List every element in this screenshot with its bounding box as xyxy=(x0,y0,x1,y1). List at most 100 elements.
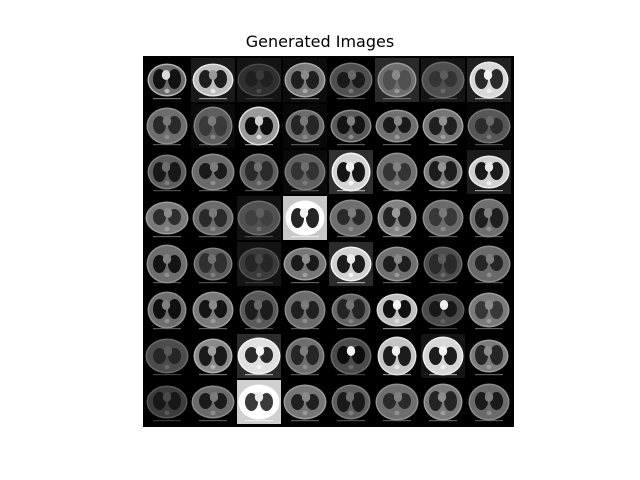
generated-image-tile xyxy=(145,196,189,240)
generated-image-tile xyxy=(467,150,511,194)
ct-scan-image xyxy=(237,104,281,148)
generated-image-tile xyxy=(283,196,327,240)
ct-scan-image xyxy=(375,380,419,424)
ct-scan-image xyxy=(191,380,235,424)
ct-scan-image xyxy=(375,196,419,240)
ct-scan-image xyxy=(283,380,327,424)
generated-image-tile xyxy=(145,58,189,102)
generated-image-tile xyxy=(421,58,465,102)
generated-image-tile xyxy=(145,380,189,424)
generated-image-tile xyxy=(145,334,189,378)
generated-image-tile xyxy=(421,288,465,332)
ct-scan-image xyxy=(329,150,373,194)
ct-scan-image xyxy=(375,58,419,102)
ct-scan-image xyxy=(467,150,511,194)
generated-image-tile xyxy=(191,150,235,194)
generated-image-tile xyxy=(283,288,327,332)
ct-scan-image xyxy=(237,58,281,102)
ct-scan-image xyxy=(191,104,235,148)
figure-title: Generated Images xyxy=(245,32,395,51)
generated-image-tile xyxy=(283,58,327,102)
generated-image-tile xyxy=(237,150,281,194)
ct-scan-image xyxy=(467,104,511,148)
generated-image-tile xyxy=(191,196,235,240)
generated-image-tile xyxy=(145,242,189,286)
ct-scan-image xyxy=(421,334,465,378)
ct-scan-image xyxy=(329,242,373,286)
ct-scan-image xyxy=(375,150,419,194)
ct-scan-image xyxy=(375,334,419,378)
generated-image-tile xyxy=(467,334,511,378)
generated-image-tile xyxy=(329,150,373,194)
ct-scan-image xyxy=(329,196,373,240)
generated-image-tile xyxy=(375,242,419,286)
ct-scan-image xyxy=(145,334,189,378)
generated-image-tile xyxy=(237,380,281,424)
ct-scan-image xyxy=(237,150,281,194)
ct-scan-image xyxy=(145,58,189,102)
generated-image-tile xyxy=(421,334,465,378)
generated-image-tile xyxy=(375,334,419,378)
generated-image-tile xyxy=(237,58,281,102)
ct-scan-image xyxy=(283,334,327,378)
generated-image-tile xyxy=(237,196,281,240)
ct-scan-image xyxy=(191,288,235,332)
ct-scan-image xyxy=(467,334,511,378)
generated-image-tile xyxy=(329,196,373,240)
generated-image-tile xyxy=(329,58,373,102)
ct-scan-image xyxy=(329,380,373,424)
ct-scan-image xyxy=(283,104,327,148)
image-grid-frame xyxy=(143,56,514,427)
generated-image-tile xyxy=(421,150,465,194)
generated-image-tile xyxy=(467,58,511,102)
ct-scan-image xyxy=(283,196,327,240)
generated-image-tile xyxy=(467,104,511,148)
generated-image-tile xyxy=(145,288,189,332)
ct-scan-image xyxy=(467,196,511,240)
ct-scan-image xyxy=(237,334,281,378)
generated-image-tile xyxy=(191,242,235,286)
generated-image-tile xyxy=(191,334,235,378)
ct-scan-image xyxy=(145,288,189,332)
generated-image-tile xyxy=(191,380,235,424)
ct-scan-image xyxy=(191,58,235,102)
generated-image-tile xyxy=(283,334,327,378)
generated-image-tile xyxy=(421,104,465,148)
generated-image-tile xyxy=(191,288,235,332)
ct-scan-image xyxy=(237,380,281,424)
generated-image-tile xyxy=(375,150,419,194)
generated-image-tile xyxy=(237,242,281,286)
ct-scan-image xyxy=(329,104,373,148)
generated-image-tile xyxy=(375,380,419,424)
generated-image-tile xyxy=(145,104,189,148)
ct-scan-image xyxy=(237,288,281,332)
ct-scan-image xyxy=(283,288,327,332)
generated-image-tile xyxy=(421,380,465,424)
generated-image-tile xyxy=(191,104,235,148)
ct-scan-image xyxy=(467,380,511,424)
generated-image-tile xyxy=(375,104,419,148)
ct-scan-image xyxy=(329,288,373,332)
ct-scan-image xyxy=(237,196,281,240)
ct-scan-image xyxy=(145,104,189,148)
image-grid xyxy=(145,58,512,425)
generated-image-tile xyxy=(375,196,419,240)
ct-scan-image xyxy=(421,196,465,240)
generated-image-tile xyxy=(467,380,511,424)
ct-scan-image xyxy=(329,58,373,102)
generated-image-tile xyxy=(375,288,419,332)
ct-scan-image xyxy=(421,104,465,148)
ct-scan-image xyxy=(145,196,189,240)
generated-image-tile xyxy=(467,288,511,332)
ct-scan-image xyxy=(375,104,419,148)
ct-scan-image xyxy=(191,196,235,240)
ct-scan-image xyxy=(145,150,189,194)
ct-scan-image xyxy=(421,380,465,424)
generated-image-tile xyxy=(237,334,281,378)
generated-image-tile xyxy=(329,242,373,286)
generated-image-tile xyxy=(329,288,373,332)
ct-scan-image xyxy=(283,150,327,194)
generated-image-tile xyxy=(283,104,327,148)
ct-scan-image xyxy=(145,242,189,286)
generated-image-tile xyxy=(467,242,511,286)
